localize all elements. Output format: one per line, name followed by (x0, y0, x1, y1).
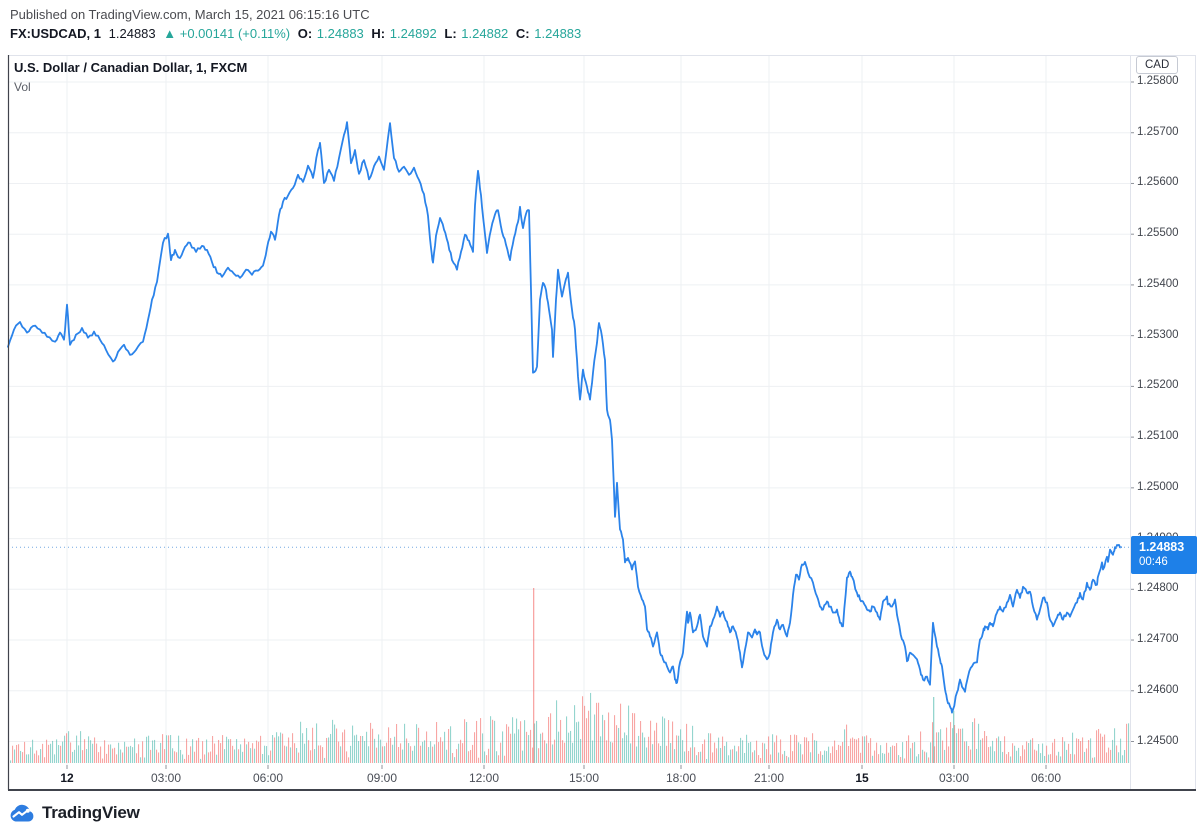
volume-bars (10, 588, 1130, 763)
price-change: ▲ +0.00141 (+0.11%) (163, 26, 291, 41)
time-axis-label: 18:00 (665, 771, 697, 785)
time-axis-label: 21:00 (753, 771, 785, 785)
price-axis-label: 1.24500 (1137, 734, 1179, 747)
last-price: 1.24883 (108, 26, 156, 41)
symbol-name: FX:USDCAD, 1 (10, 26, 102, 41)
low-value: 1.24882 (461, 26, 509, 41)
tradingview-logo[interactable]: TradingView (8, 803, 140, 823)
price-axis-label: 1.24700 (1137, 633, 1179, 646)
volume-indicator-label: Vol (14, 80, 31, 94)
price-axis-label: 1.25200 (1137, 379, 1179, 392)
time-axis-label: 06:00 (1030, 771, 1062, 785)
bar-countdown: 00:46 (1139, 556, 1168, 569)
published-line: Published on TradingView.com, March 15, … (10, 7, 370, 22)
chart-legend-title: U.S. Dollar / Canadian Dollar, 1, FXCM (14, 60, 248, 75)
high-value: 1.24892 (389, 26, 437, 41)
price-axis-label: 1.25400 (1137, 277, 1179, 290)
close-label: C: (515, 26, 530, 41)
current-price-badge: 1.24883 00:46 (1131, 536, 1197, 575)
time-axis-label: 06:00 (252, 771, 284, 785)
price-axis-label: 1.25000 (1137, 480, 1179, 493)
price-axis-label: 1.24600 (1137, 683, 1179, 696)
open-label: O: (297, 26, 313, 41)
open-value: 1.24883 (316, 26, 364, 41)
symbol-ohlc-line: FX:USDCAD, 1 1.24883 ▲ +0.00141 (+0.11%)… (10, 26, 585, 41)
current-price-value: 1.24883 (1139, 540, 1185, 555)
price-scale[interactable] (1130, 55, 1196, 791)
time-axis-label: 15:00 (568, 771, 600, 785)
time-axis-label: 09:00 (366, 771, 398, 785)
price-axis-label: 1.25700 (1137, 125, 1179, 138)
time-axis-label: 12 (60, 771, 74, 785)
price-axis-label: 1.24800 (1137, 582, 1179, 595)
close-value: 1.24883 (534, 26, 582, 41)
time-axis-label: 03:00 (938, 771, 970, 785)
time-axis-label: 15 (855, 771, 869, 785)
tradingview-wordmark: TradingView (42, 803, 140, 822)
high-label: H: (371, 26, 386, 41)
price-axis-label: 1.25600 (1137, 176, 1179, 189)
price-line (7, 121, 1122, 714)
price-axis-label: 1.25300 (1137, 328, 1179, 341)
price-axis-label: 1.25500 (1137, 227, 1179, 240)
tradingview-cloud-icon (10, 804, 34, 821)
time-axis-label: 12:00 (468, 771, 500, 785)
time-axis-label: 03:00 (150, 771, 182, 785)
price-axis-label: 1.25100 (1137, 430, 1179, 443)
currency-badge: CAD (1136, 56, 1179, 74)
low-label: L: (444, 26, 457, 41)
price-axis-label: 1.25800 (1137, 75, 1179, 87)
